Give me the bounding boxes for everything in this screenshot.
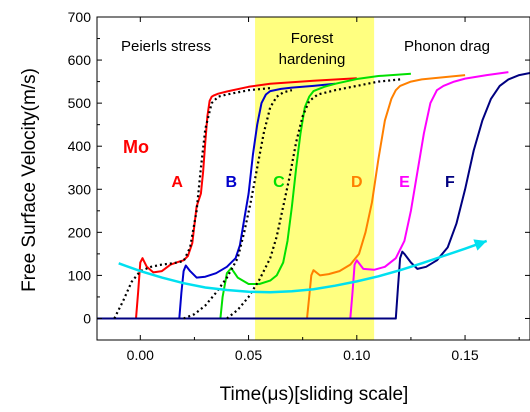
- forest-hardening-band: [255, 17, 375, 340]
- series-label-d: D: [351, 174, 363, 191]
- region-label-peierls: Peierls stress: [121, 38, 211, 55]
- y-tick-label: 300: [68, 181, 92, 197]
- y-tick-label: 700: [68, 9, 92, 25]
- arrow-layer: [118, 239, 488, 294]
- series-line-c: [97, 72, 411, 320]
- x-tick-label: 0.00: [127, 347, 154, 363]
- material-label: Mo: [123, 137, 149, 157]
- labels-layer: Peierls stress Forest hardening Phonon d…: [19, 30, 490, 405]
- y-tick-label: 100: [68, 267, 92, 283]
- trend-arrow-curve: [118, 239, 488, 294]
- dotted-series-line-8: [183, 89, 293, 320]
- y-tick-label: 200: [68, 224, 92, 240]
- series-label-a: A: [171, 174, 183, 191]
- series-layer: A B C D E F: [97, 71, 530, 320]
- trend-arrow-head: [473, 239, 487, 251]
- region-label-phonon: Phonon drag: [404, 38, 490, 55]
- y-tick-label: 400: [68, 138, 92, 154]
- x-tick-label: 0.10: [343, 347, 370, 363]
- region-label-forest-line2: hardening: [279, 51, 346, 68]
- series-line-e: [97, 71, 509, 320]
- y-tick-label: 0: [83, 310, 91, 326]
- y-tick-label: 600: [68, 52, 92, 68]
- series-label-b: B: [225, 174, 237, 191]
- series-label-e: E: [399, 174, 410, 191]
- plot-frame: [96, 16, 530, 341]
- axes-layer: 0 100 200 300 400 500 600 700 0.00 0.05 0.10 0.15: [68, 9, 530, 363]
- series-line-d: [97, 74, 466, 320]
- series-line-f: [97, 72, 530, 320]
- series-label-c: C: [273, 174, 285, 191]
- y-axis-label: Free Surface Velocity(m/s): [19, 68, 40, 292]
- x-axis-label: Time(μs)[sliding scale]: [220, 384, 409, 405]
- dotted-series-line-9: [226, 78, 401, 320]
- y-tick-label: 500: [68, 95, 92, 111]
- series-label-f: F: [445, 174, 455, 191]
- region-label-forest-line1: Forest: [291, 30, 334, 47]
- x-tick-label: 0.15: [451, 347, 478, 363]
- x-tick-label: 0.05: [235, 347, 262, 363]
- highlight-band-layer: [255, 17, 375, 340]
